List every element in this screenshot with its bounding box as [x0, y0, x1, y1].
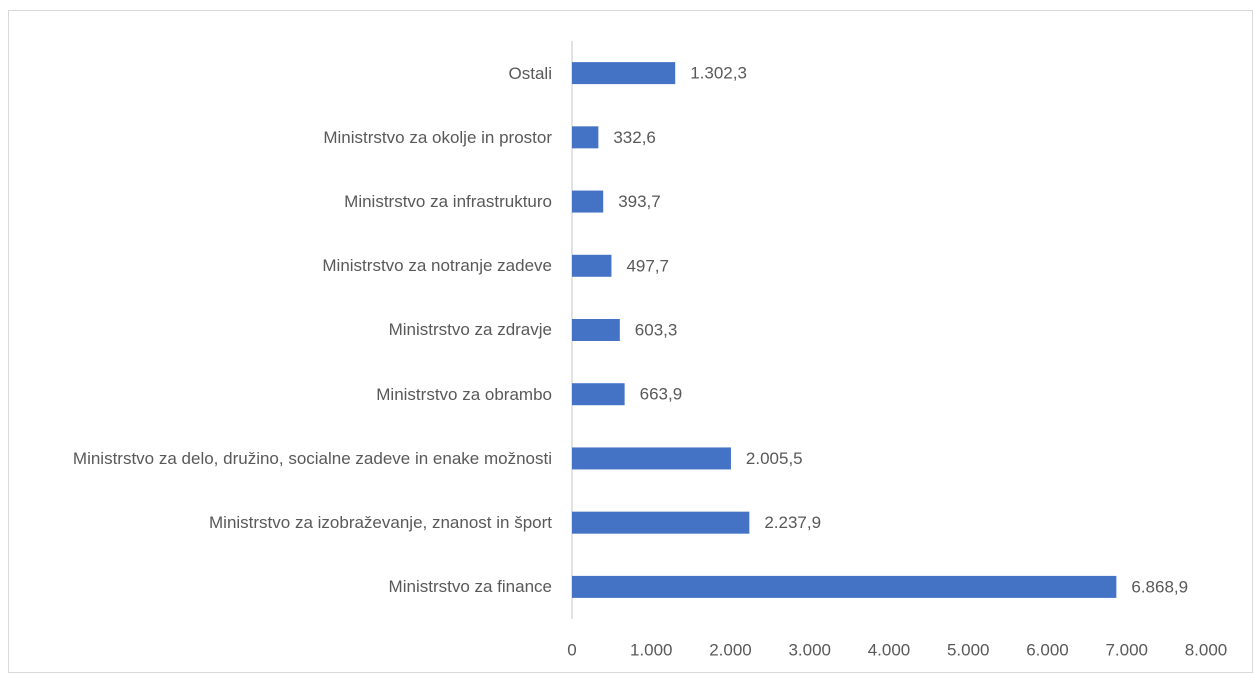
bar [572, 319, 620, 341]
x-tick-label: 2.000 [709, 640, 752, 659]
y-tick-label: Ostali [508, 63, 552, 83]
bar [572, 447, 731, 470]
y-tick-label: Ministrstvo za infrastrukturo [344, 192, 552, 212]
data-label: 497,7 [626, 256, 669, 275]
data-label: 1.302,3 [690, 64, 747, 83]
bar [572, 126, 599, 149]
x-tick-label: 0 [567, 640, 576, 659]
x-tick-label: 7.000 [1105, 640, 1148, 659]
data-label: 663,9 [640, 385, 683, 404]
data-label: 2.237,9 [764, 513, 821, 532]
y-tick-label: Ministrstvo za finance [388, 577, 552, 597]
category-label-box: Ministrstvo za okolje in prostor [20, 105, 552, 169]
bar [572, 511, 750, 534]
category-label-box: Ostali [20, 41, 552, 105]
y-tick-label: Ministrstvo za delo, družino, socialne z… [72, 448, 552, 468]
bar [572, 383, 625, 406]
bar [572, 190, 604, 213]
category-label-box: Ministrstvo za obrambo [20, 362, 552, 426]
category-label-box: Ministrstvo za notranje zadeve [20, 234, 552, 298]
data-label: 393,7 [618, 192, 661, 211]
category-label-box: Ministrstvo za delo, družino, socialne z… [20, 426, 552, 490]
x-tick-label: 1.000 [630, 640, 673, 659]
category-label-box: Ministrstvo za infrastrukturo [20, 169, 552, 233]
category-label-wrap: Ministrstvo za zdravje [20, 298, 552, 362]
y-tick-label: Ministrstvo za obrambo [376, 384, 552, 404]
data-label: 2.005,5 [746, 449, 803, 468]
data-label: 603,3 [635, 320, 678, 339]
x-tick-label: 5.000 [947, 640, 990, 659]
category-label-wrap: Ministrstvo za obrambo [20, 362, 552, 426]
x-tick-label: 3.000 [788, 640, 831, 659]
category-label-wrap: Ministrstvo za notranje zadeve [20, 234, 552, 298]
category-label-wrap: Ministrstvo za infrastrukturo [20, 169, 552, 233]
category-label-box: Ministrstvo za izobraževanje, znanost in… [20, 491, 552, 555]
x-tick-label: 4.000 [868, 640, 911, 659]
category-label-wrap: Ministrstvo za delo, družino, socialne z… [20, 426, 552, 490]
y-tick-label: Ministrstvo za zdravje [388, 320, 552, 340]
bar [572, 62, 676, 85]
bar [572, 575, 1117, 598]
bar [572, 254, 612, 277]
data-label: 6.868,9 [1131, 577, 1188, 596]
y-tick-label: Ministrstvo za notranje zadeve [322, 256, 552, 276]
category-label-wrap: Ministrstvo za izobraževanje, znanost in… [20, 491, 552, 555]
category-label-wrap: Ministrstvo za okolje in prostor [20, 105, 552, 169]
y-tick-label: Ministrstvo za izobraževanje, znanost in… [209, 513, 552, 533]
x-tick-label: 6.000 [1026, 640, 1069, 659]
category-label-box: Ministrstvo za zdravje [20, 298, 552, 362]
x-tick-label: 8.000 [1185, 640, 1228, 659]
category-label-box: Ministrstvo za finance [20, 555, 552, 619]
y-tick-label: Ministrstvo za okolje in prostor [323, 127, 552, 147]
category-label-wrap: Ministrstvo za finance [20, 555, 552, 619]
category-label-wrap: Ostali [20, 41, 552, 105]
data-label: 332,6 [613, 128, 656, 147]
